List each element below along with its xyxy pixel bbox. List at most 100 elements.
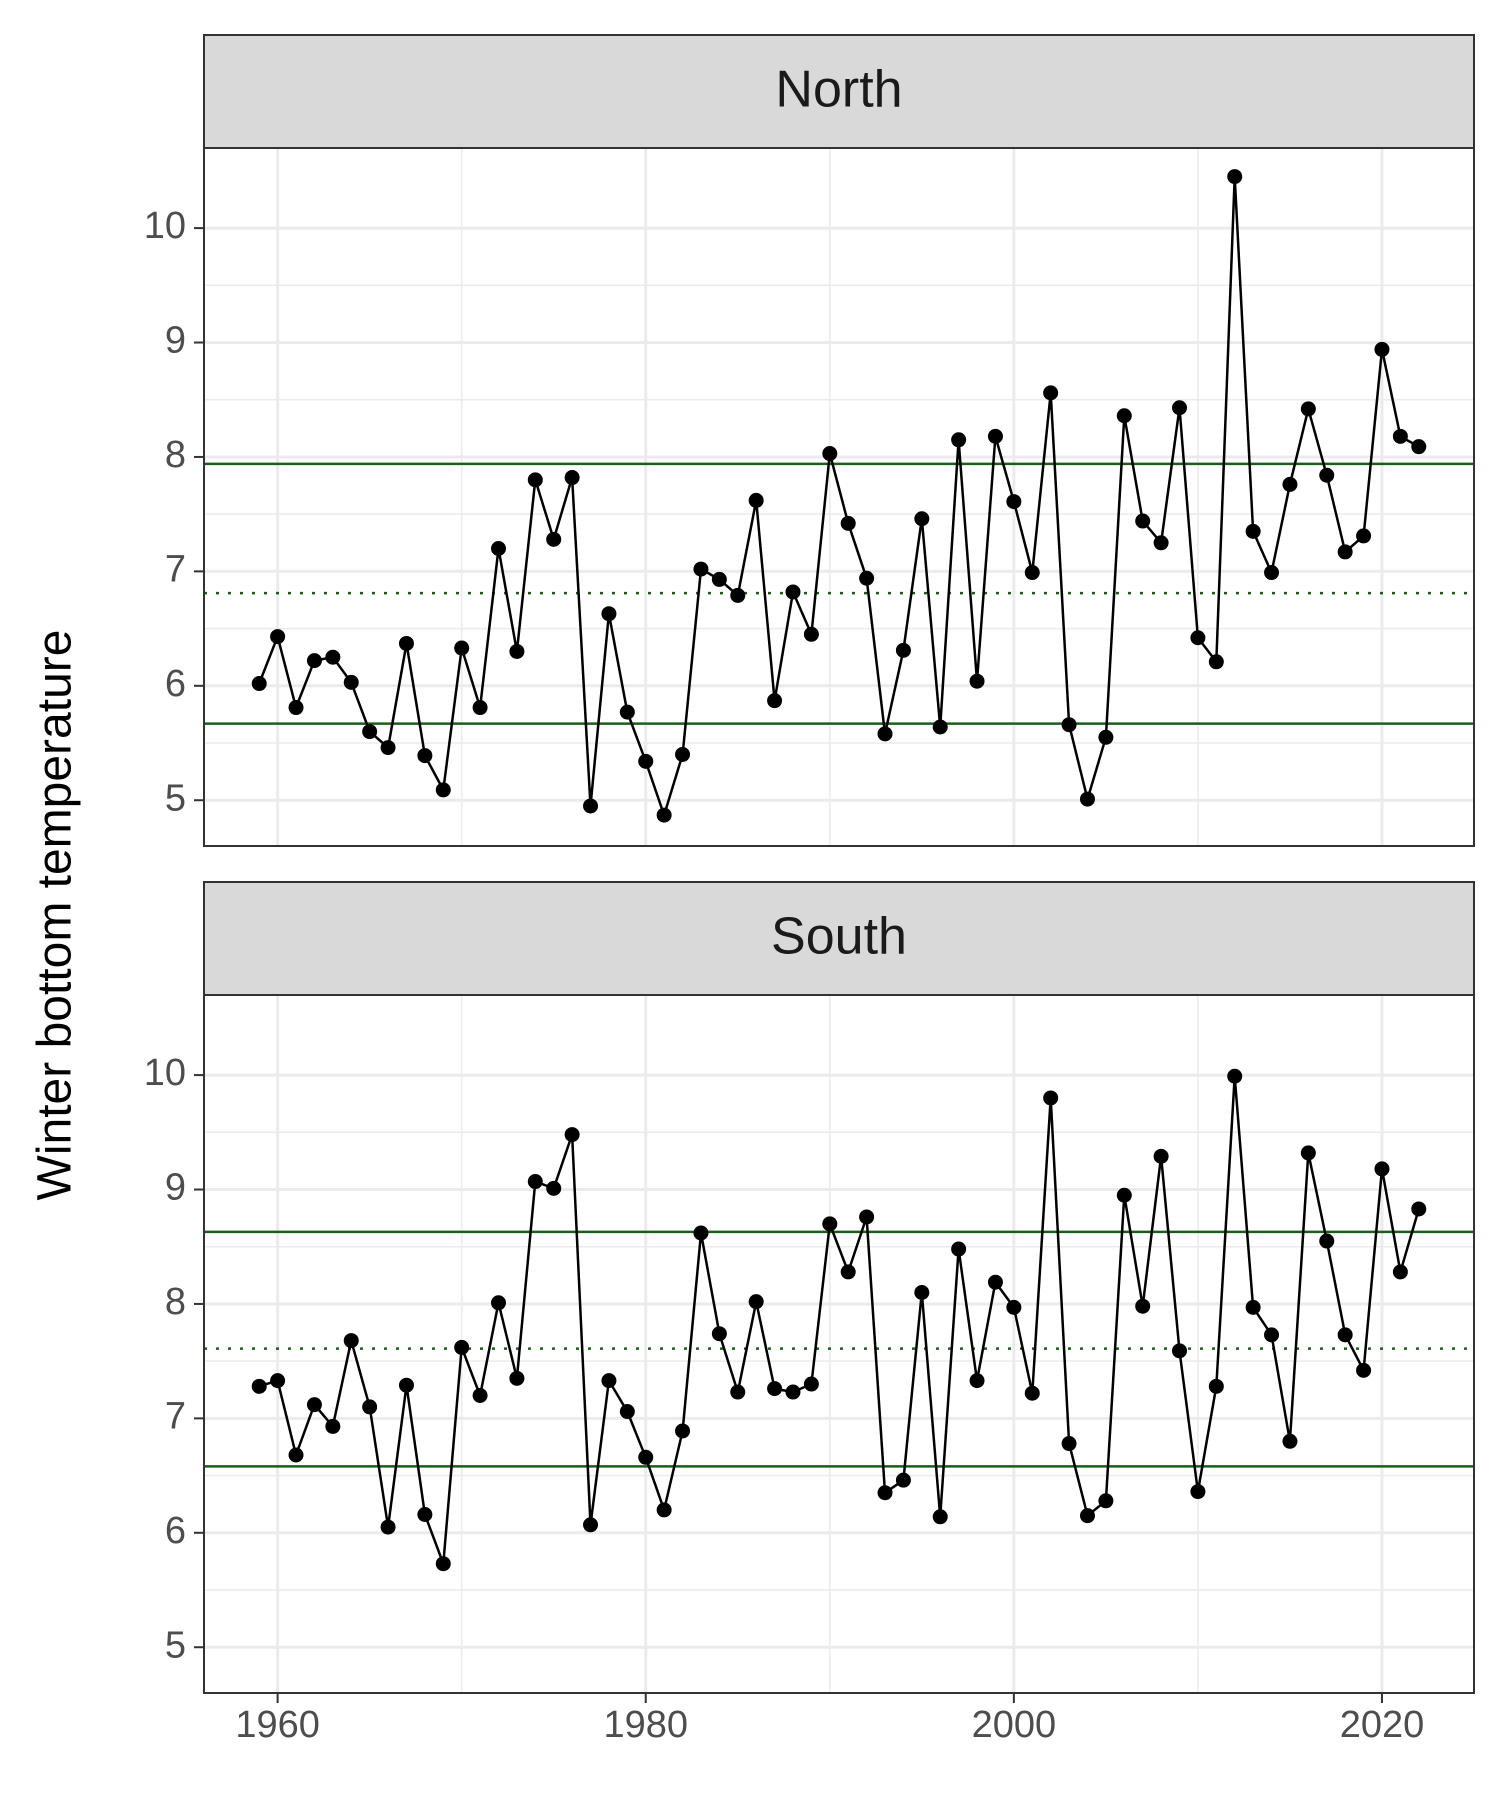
data-point-north [1043, 385, 1059, 401]
data-point-south [583, 1517, 599, 1533]
data-point-south [417, 1506, 433, 1522]
data-point-north [1411, 439, 1427, 455]
x-tick-label: 1980 [603, 1704, 688, 1746]
series-line-north [258, 175, 1420, 817]
data-point-south [1374, 1161, 1390, 1177]
data-point-north [1098, 729, 1114, 745]
data-point-south [693, 1225, 709, 1241]
y-tick-label: 10 [144, 1052, 186, 1094]
data-point-north [803, 626, 819, 642]
data-point-north [1006, 494, 1022, 510]
data-point-south [785, 1384, 801, 1400]
data-point-south [509, 1370, 525, 1386]
data-point-south [1043, 1090, 1059, 1106]
panel-border-south [203, 994, 1475, 1694]
strip-north [203, 34, 1475, 149]
data-point-south [895, 1472, 911, 1488]
data-point-north [1392, 428, 1408, 444]
data-point-north [509, 643, 525, 659]
data-point-south [840, 1264, 856, 1280]
data-point-north [601, 606, 617, 622]
data-point-north [472, 700, 488, 716]
x-tick-label: 1960 [235, 1704, 320, 1746]
data-point-north [1208, 654, 1224, 670]
data-point-south [969, 1373, 985, 1389]
data-point-north [270, 629, 286, 645]
strip-label-north: North [775, 61, 902, 119]
data-point-north [1061, 717, 1077, 733]
data-point-south [362, 1399, 378, 1415]
data-point-north [951, 432, 967, 448]
data-point-north [325, 649, 341, 665]
y-tick-label: 5 [165, 777, 186, 819]
data-point-north [306, 653, 322, 669]
strip-south [203, 881, 1475, 996]
data-point-south [288, 1447, 304, 1463]
data-point-south [1411, 1201, 1427, 1217]
data-point-south [1172, 1343, 1188, 1359]
data-point-north [1245, 523, 1261, 539]
x-tick-label: 2000 [972, 1704, 1057, 1746]
data-point-north [1282, 476, 1298, 492]
data-point-south [638, 1449, 654, 1465]
data-point-north [1374, 341, 1390, 357]
data-point-north [288, 700, 304, 716]
series-line-south [258, 1074, 1420, 1565]
data-point-south [1319, 1233, 1335, 1249]
data-point-north [711, 571, 727, 587]
data-point-south [675, 1423, 691, 1439]
data-point-south [435, 1556, 451, 1572]
data-point-south [601, 1373, 617, 1389]
data-point-south [1300, 1145, 1316, 1161]
data-point-south [343, 1333, 359, 1349]
data-point-north [1264, 565, 1280, 581]
data-point-north [638, 753, 654, 769]
plot-background-north [204, 148, 1474, 846]
x-tick-label: 2020 [1340, 1704, 1425, 1746]
y-tick-label: 6 [165, 663, 186, 705]
data-point-north [914, 511, 930, 527]
data-point-south [472, 1387, 488, 1403]
data-point-south [1190, 1484, 1206, 1500]
data-point-north [1337, 544, 1353, 560]
y-tick-label: 5 [165, 1624, 186, 1666]
y-tick-label: 8 [165, 434, 186, 476]
data-point-north [877, 726, 893, 742]
strip-label-south: South [771, 908, 907, 966]
data-point-north [730, 587, 746, 603]
y-tick-label: 8 [165, 1281, 186, 1323]
data-point-south [1264, 1327, 1280, 1343]
data-point-south [564, 1127, 580, 1143]
data-point-south [546, 1180, 562, 1196]
data-point-north [1356, 528, 1372, 544]
y-tick-label: 9 [165, 320, 186, 362]
data-point-north [417, 748, 433, 764]
data-point-north [398, 635, 414, 651]
x-axis: 1960 1980 2000 2020 [235, 1693, 1424, 1746]
data-point-south [306, 1397, 322, 1413]
data-point-south [1337, 1327, 1353, 1343]
data-point-north [656, 807, 672, 823]
data-point-south [656, 1502, 672, 1518]
data-point-north [251, 676, 267, 692]
data-point-north [969, 673, 985, 689]
data-point-north [1300, 401, 1316, 417]
data-point-south [1282, 1433, 1298, 1449]
data-point-south [1245, 1299, 1261, 1315]
data-point-south [380, 1519, 396, 1535]
data-point-south [711, 1326, 727, 1342]
data-point-north [1319, 467, 1335, 483]
data-point-south [1392, 1264, 1408, 1280]
data-point-south [527, 1174, 543, 1190]
data-point-south [951, 1241, 967, 1257]
y-tick-label: 7 [165, 1395, 186, 1437]
data-point-north [583, 798, 599, 814]
data-point-south [767, 1381, 783, 1397]
data-point-north [435, 782, 451, 798]
data-point-north [1227, 169, 1243, 185]
data-point-south [730, 1384, 746, 1400]
data-point-south [1135, 1298, 1151, 1314]
data-point-south [987, 1274, 1003, 1290]
data-point-south [1116, 1187, 1132, 1203]
